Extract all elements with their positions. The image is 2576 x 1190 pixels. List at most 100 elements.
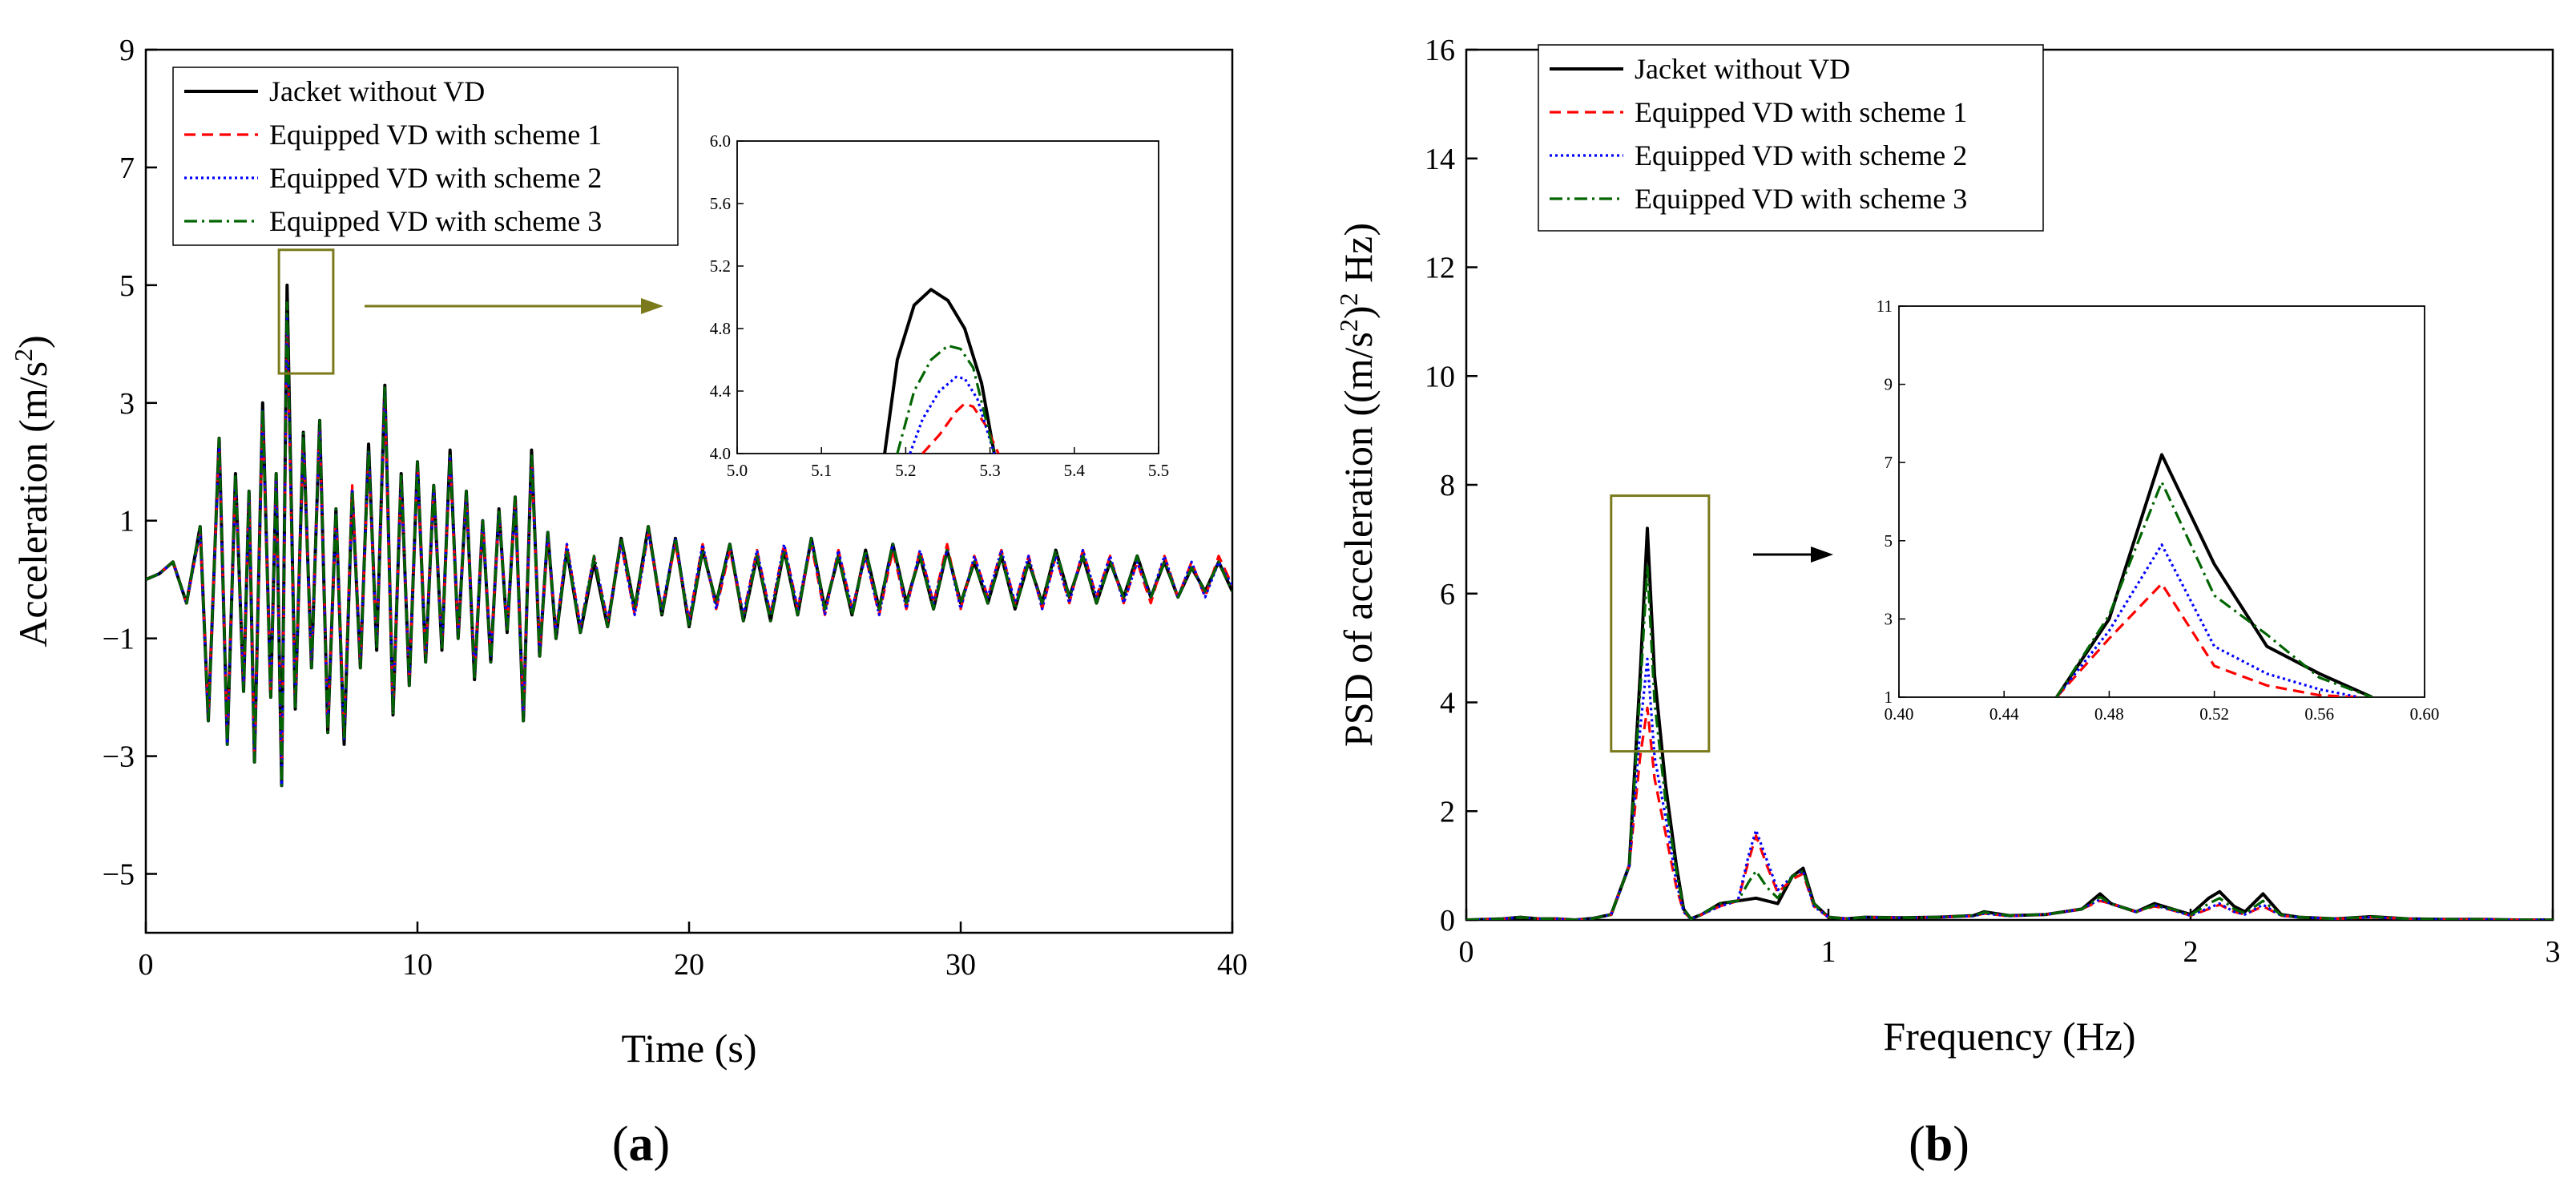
series-line-2 [1466, 706, 2553, 920]
inset-y-tick-label: 3 [1885, 609, 1893, 628]
inset-series-line-1 [2055, 453, 2373, 697]
panel-label-close: ) [654, 1117, 671, 1172]
y-tick-label: −5 [103, 858, 135, 892]
x-axis-title: Time (s) [621, 1026, 756, 1071]
inset-frame [1898, 305, 2425, 698]
y-tick-label: 3 [119, 387, 135, 421]
x-axis-title: Frequency (Hz) [1883, 1014, 2135, 1059]
x-tick-label: 40 [1217, 948, 1248, 982]
y-axis-title-tail: Hz) [1336, 223, 1381, 292]
y-axis-title-superscript-2: 2 [1334, 292, 1363, 305]
inset-y-tick-label: 4.0 [710, 444, 731, 463]
legend-box [172, 67, 679, 246]
x-tick-label: 10 [402, 948, 433, 982]
inset-series-line-4 [896, 344, 996, 454]
inset-chart: 5.0 5.1 5.2 5.3 5.4 5.5 4.0 4.4 4.8 5.2 5.6 6.0 [710, 131, 1169, 480]
inset-x-tick-label: 0.40 [1885, 704, 1914, 724]
y-axis-title-close: ) [10, 335, 55, 349]
legend-label: Equipped VD with scheme 2 [269, 162, 602, 194]
panel-label: (a) [612, 1117, 670, 1172]
inset-x-tick-label: 0.44 [1989, 704, 2019, 724]
inset-y-tick-label: 11 [1877, 296, 1893, 316]
inset-series-group [883, 288, 1000, 454]
panel-label-open: ( [1909, 1117, 1925, 1172]
y-axis-title-close: ) [1336, 305, 1381, 319]
x-tick-label: 1 [1821, 935, 1836, 969]
inset-x-tick-label: 5.0 [727, 461, 748, 480]
inset-x-tick-label: 5.2 [895, 461, 916, 480]
y-axis-title-text: PSD of acceleration ((m/s [1336, 332, 1381, 747]
inset-x-tick-label: 0.48 [2094, 704, 2124, 724]
zoom-arrow-head [1811, 547, 1833, 563]
inset-x-tick-label: 0.60 [2410, 704, 2440, 724]
y-tick-label: 8 [1440, 469, 1455, 502]
legend-label: Jacket without VD [1635, 53, 1850, 85]
legend: Jacket without VD Equipped VD with scheme… [172, 67, 679, 246]
chart-panel-a: 0 10 20 30 40 −5 −3 −1 1 3 5 7 9 Time (s) Acceleration… [9, 34, 1248, 1172]
x-tick-label: 20 [674, 948, 704, 982]
legend: Jacket without VD Equipped VD with scheme… [1538, 44, 2044, 232]
inset-series-line-4 [2055, 480, 2372, 697]
inset-y-tick-label: 5.2 [710, 256, 731, 276]
series-line-4 [1466, 565, 2553, 920]
panel-label-letter: b [1925, 1117, 1953, 1172]
inset-frame [736, 140, 1159, 454]
series-line-4 [146, 301, 1232, 787]
y-tick-label: 10 [1425, 360, 1455, 393]
y-tick-label: 6 [1440, 578, 1455, 611]
inset-y-tick-label: 4.4 [710, 381, 732, 401]
inset-series-line-1 [883, 288, 996, 454]
y-tick-label: −1 [103, 623, 135, 656]
y-tick-label: 5 [119, 269, 135, 303]
y-tick-label: 12 [1425, 252, 1455, 285]
series-line-3 [1466, 657, 2553, 920]
y-tick-label: 7 [119, 151, 135, 185]
panel-label-open: ( [612, 1117, 629, 1172]
y-tick-label: 14 [1425, 143, 1455, 176]
x-tick-label: 3 [2546, 935, 2561, 969]
y-tick-label: −3 [103, 740, 135, 774]
y-tick-label: 2 [1440, 795, 1455, 829]
y-tick-label: 16 [1425, 34, 1455, 67]
x-tick-label: 0 [1459, 935, 1474, 969]
inset-y-tick-label: 7 [1885, 453, 1893, 472]
inset-x-tick-label: 5.5 [1148, 461, 1169, 480]
legend-label: Jacket without VD [269, 75, 485, 107]
inset-series-line-2 [2055, 582, 2360, 697]
legend-label: Equipped VD with scheme 1 [269, 119, 602, 151]
zoom-highlight-box [1610, 494, 1711, 753]
legend-label: Equipped VD with scheme 3 [1635, 183, 1967, 215]
inset-y-tick-label: 1 [1885, 688, 1893, 707]
series-group [146, 283, 1232, 788]
y-tick-label: 4 [1440, 687, 1455, 720]
legend-box [1538, 44, 2044, 232]
legend-label: Equipped VD with scheme 1 [1635, 96, 1967, 128]
y-tick-label: 1 [119, 505, 135, 539]
inset-x-tick-label: 0.52 [2199, 704, 2229, 724]
inset-x-tick-label: 0.56 [2304, 704, 2334, 724]
panel-label: (b) [1909, 1117, 1969, 1172]
inset-x-tick-label: 5.4 [1064, 461, 1086, 480]
inset-y-tick-label: 9 [1885, 375, 1893, 394]
zoom-highlight-box [277, 248, 335, 375]
x-tick-label: 30 [945, 948, 976, 982]
series-group [1466, 526, 2553, 920]
inset-series-line-3 [909, 375, 996, 454]
legend-label: Equipped VD with scheme 2 [1635, 139, 1967, 171]
panel-label-close: ) [1953, 1117, 1969, 1172]
legend-label: Equipped VD with scheme 3 [269, 205, 602, 237]
x-tick-label: 0 [139, 948, 154, 982]
x-tick-label: 2 [2183, 935, 2199, 969]
y-axis-title-superscript: 2 [1334, 319, 1363, 332]
y-axis-title-text: Acceleration (m/s [10, 361, 55, 647]
y-axis-title: PSD of acceleration ((m/s2)2 Hz) [1334, 223, 1381, 747]
panel-label-letter: a [629, 1117, 654, 1172]
y-axis-title-superscript: 2 [9, 349, 38, 361]
inset-x-tick-label: 5.1 [811, 461, 832, 480]
y-tick-label: 0 [1440, 904, 1455, 938]
y-tick-label: 9 [119, 34, 135, 67]
inset-x-tick-label: 5.3 [979, 461, 1000, 480]
y-axis-title: Acceleration (m/s2) [9, 335, 55, 647]
